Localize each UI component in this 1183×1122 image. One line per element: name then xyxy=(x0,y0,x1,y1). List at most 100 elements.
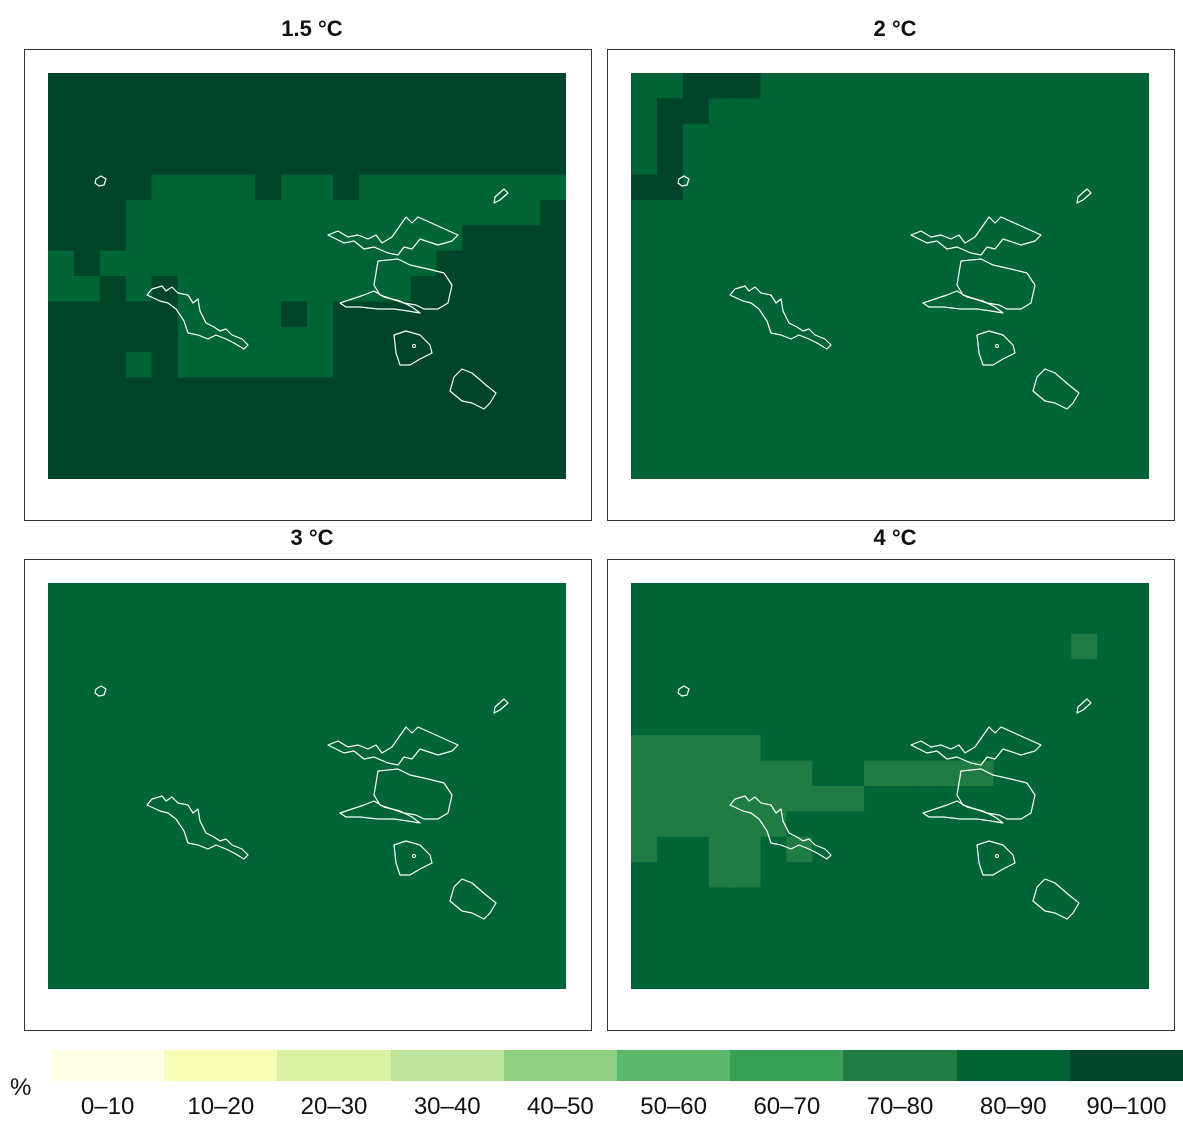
grid-cell xyxy=(514,583,541,609)
grid-cell xyxy=(734,659,762,686)
grid-cell xyxy=(812,938,839,965)
grid-cell xyxy=(890,98,917,125)
grid-cell xyxy=(462,377,489,404)
grid-cell xyxy=(1123,377,1149,404)
grid-cell xyxy=(255,963,282,989)
grid-cell xyxy=(255,786,282,812)
grid-cell xyxy=(890,199,917,226)
grid-cell xyxy=(203,73,230,99)
grid-cell xyxy=(151,583,179,609)
grid-cell xyxy=(384,608,412,635)
grid-cell xyxy=(864,98,891,125)
grid-cell xyxy=(151,912,179,939)
grid-cell xyxy=(255,583,282,609)
grid-cell xyxy=(436,453,463,479)
grid-cell xyxy=(682,276,710,302)
grid-cell xyxy=(838,453,865,479)
grid-cell xyxy=(410,811,438,838)
grid-cell xyxy=(358,811,386,838)
grid-cell xyxy=(384,123,412,150)
legend-label: 70–80 xyxy=(866,1093,934,1120)
grid-cell xyxy=(1045,149,1072,176)
grid-cell xyxy=(151,174,179,201)
grid-cell xyxy=(915,352,943,379)
grid-cell xyxy=(631,276,658,302)
grid-cell xyxy=(993,786,1021,812)
grid-cell xyxy=(1123,963,1149,989)
grid-cell xyxy=(631,912,658,939)
grid-cell xyxy=(151,98,179,125)
grid-cell xyxy=(656,633,684,660)
grid-cell xyxy=(462,301,489,328)
grid-cell xyxy=(540,811,566,838)
grid-cell xyxy=(1045,199,1072,226)
grid-cell xyxy=(384,149,412,176)
grid-cell xyxy=(358,912,386,939)
grid-cell xyxy=(838,760,865,787)
grid-cell xyxy=(99,938,127,965)
grid-cell xyxy=(708,684,736,711)
grid-cell xyxy=(229,786,256,812)
grid-cell xyxy=(890,123,917,150)
grid-cell xyxy=(358,326,386,353)
grid-cell xyxy=(177,352,204,379)
grid-cell xyxy=(151,352,179,379)
grid-cell xyxy=(281,735,308,762)
grid-cell xyxy=(332,811,360,838)
grid-cell xyxy=(786,912,813,939)
grid-cell xyxy=(281,659,308,686)
grid-cell xyxy=(462,684,489,711)
grid-cell xyxy=(864,174,891,201)
grid-cell xyxy=(708,276,736,302)
grid-cell xyxy=(812,760,839,787)
grid-cell xyxy=(125,250,153,277)
grid-cell xyxy=(99,326,127,353)
territory-outline xyxy=(327,726,459,766)
grid-cell xyxy=(812,453,839,479)
grid-cell xyxy=(514,735,541,762)
grid-cell xyxy=(941,301,969,328)
grid-cell xyxy=(358,760,386,787)
grid-cell xyxy=(1097,709,1124,736)
grid-cell xyxy=(488,276,515,302)
grid-cell xyxy=(203,352,230,379)
grid-cell xyxy=(915,250,943,277)
grid-cell xyxy=(488,174,515,201)
grid-cell xyxy=(656,709,684,736)
grid-cell xyxy=(384,301,412,328)
grid-cell xyxy=(436,633,463,660)
grid-cell xyxy=(682,123,710,150)
grid-cell xyxy=(540,73,566,99)
grid-cell xyxy=(99,633,127,660)
grid-cell xyxy=(1045,428,1072,455)
grid-cell xyxy=(1097,912,1124,939)
grid-cell xyxy=(760,428,787,455)
grid-cell xyxy=(384,709,412,736)
grid-cell xyxy=(838,912,865,939)
grid-cell xyxy=(1045,402,1072,429)
grid-cell xyxy=(1071,963,1098,989)
grid-cell xyxy=(255,326,282,353)
grid-cell xyxy=(631,123,658,150)
grid-cell xyxy=(812,402,839,429)
grid-cell xyxy=(99,225,127,252)
grid-cell xyxy=(656,786,684,812)
grid-cell xyxy=(462,402,489,429)
grid-cell xyxy=(99,174,127,201)
grid-cell xyxy=(812,659,839,686)
grid-cell xyxy=(734,735,762,762)
grid-cell xyxy=(384,73,412,99)
grid-cell xyxy=(786,735,813,762)
grid-cell xyxy=(358,98,386,125)
grid-cell xyxy=(864,377,891,404)
grid-cell xyxy=(255,276,282,302)
grid-cell xyxy=(281,98,308,125)
grid-cell xyxy=(1019,659,1046,686)
grid-cell xyxy=(358,659,386,686)
grid-cell xyxy=(488,326,515,353)
grid-cell xyxy=(864,811,891,838)
grid-cell xyxy=(838,811,865,838)
grid-cell xyxy=(890,276,917,302)
legend-label: 30–40 xyxy=(413,1093,481,1120)
grid-cell xyxy=(255,428,282,455)
